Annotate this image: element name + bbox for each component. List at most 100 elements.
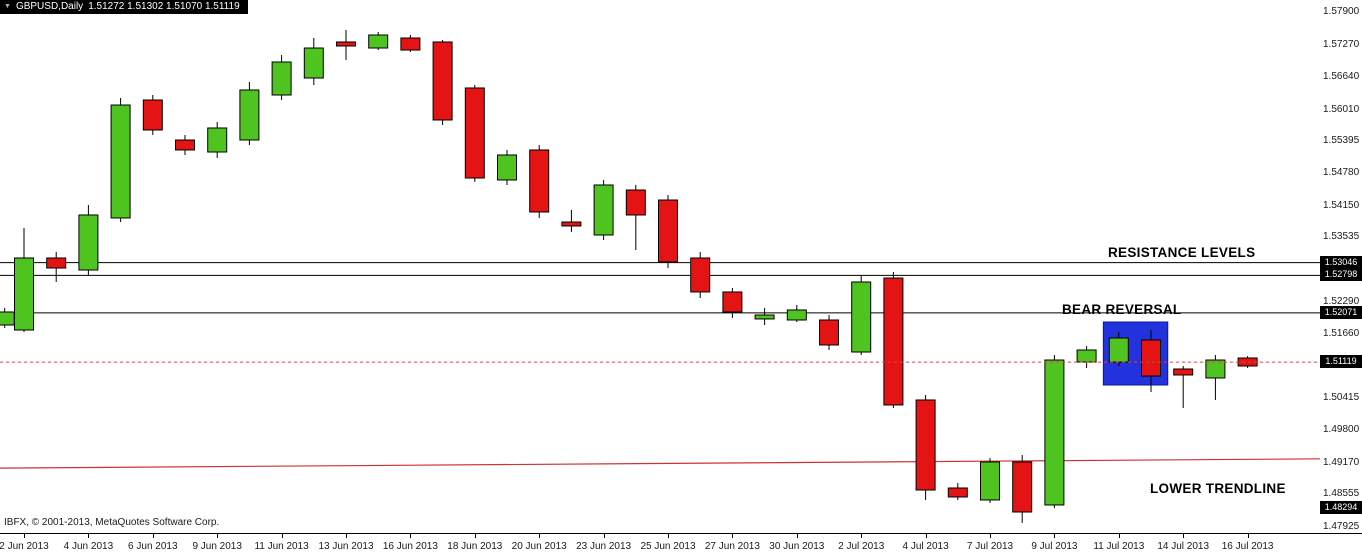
time-label: 18 Jun 2013 [447, 541, 503, 552]
symbol-marker-icon: ▼ [4, 3, 11, 10]
time-tick [668, 534, 669, 538]
time-label: 7 Jul 2013 [966, 541, 1014, 552]
time-tick [1118, 534, 1120, 538]
time-label: 14 Jul 2013 [1157, 541, 1210, 552]
candle-up [239, 89, 260, 141]
time-axis[interactable]: 2 Jun 2013 4 Jun 2013 6 Jun 2013 9 Jun 2013… [0, 533, 1362, 557]
time-tick [88, 534, 90, 538]
price-label: 1.56640 [1323, 71, 1360, 83]
time-label: 23 Jun 2013 [576, 541, 632, 552]
time-tick [1054, 534, 1056, 538]
time-label: 27 Jun 2013 [704, 541, 760, 552]
candle-down [142, 99, 163, 131]
candle-down [561, 221, 582, 227]
time-tick [539, 534, 541, 538]
price-label: 1.55395 [1323, 135, 1360, 147]
chart-canvas[interactable] [0, 0, 1320, 533]
time-tick [603, 534, 605, 538]
candle-up [786, 309, 807, 321]
price-label: 1.53535 [1323, 231, 1360, 243]
time-label: 11 Jun 2013 [254, 541, 309, 552]
candle-down [400, 37, 421, 51]
time-tick [346, 534, 347, 538]
candle-up [1044, 359, 1065, 506]
time-label: 30 Jun 2013 [769, 541, 825, 552]
price-label: 1.52290 [1323, 295, 1360, 307]
candle-up [1205, 359, 1226, 379]
candle-down [915, 399, 936, 491]
candle-up [78, 214, 99, 271]
candle-down [690, 257, 711, 293]
time-tick [217, 534, 219, 538]
time-tick [861, 534, 863, 538]
candle-up [754, 314, 775, 320]
time-tick [410, 534, 412, 538]
price-tag: 1.48294 [1320, 500, 1362, 514]
chart-area[interactable]: ▼ GBPUSD,Daily 1.51272 1.51302 1.51070 1… [0, 0, 1320, 533]
candle-up [497, 154, 517, 181]
candle-up [368, 34, 389, 49]
price-label: 1.51660 [1323, 328, 1360, 340]
candle-down [625, 189, 646, 216]
candle-down [464, 87, 485, 179]
price-tag: 1.52798 [1320, 268, 1362, 282]
ohlc-values: 1.51272 1.51302 1.51070 1.51119 [88, 1, 240, 12]
price-label: 1.56010 [1323, 103, 1360, 115]
candle-down [947, 487, 968, 498]
time-tick [990, 534, 991, 538]
candle-down [1173, 368, 1194, 376]
price-label: 1.54780 [1323, 167, 1360, 179]
candle-down [46, 257, 67, 269]
candle-down [819, 319, 839, 346]
copyright-credit: IBFX, © 2001-2013, MetaQuotes Software C… [4, 517, 220, 528]
time-label: 11 Jul 2013 [1093, 541, 1145, 552]
time-label: 4 Jun 2013 [63, 541, 114, 552]
price-label: 1.49800 [1323, 424, 1360, 436]
time-tick [1183, 534, 1185, 538]
time-label: 6 Jun 2013 [128, 541, 178, 552]
candle-up [0, 311, 15, 326]
time-label: 20 Jun 2013 [511, 541, 567, 552]
time-tick [796, 534, 798, 538]
candle-up [110, 104, 131, 219]
time-label: 25 Jun 2013 [640, 541, 696, 552]
time-tick [474, 534, 476, 538]
candle-up [1108, 337, 1129, 363]
time-tick [1247, 534, 1249, 538]
time-tick [925, 534, 927, 538]
candle-down [432, 41, 453, 121]
candle-up [980, 461, 1000, 501]
candle-down [336, 41, 356, 47]
price-tag: 1.51119 [1320, 355, 1362, 369]
candle-down [175, 139, 195, 151]
price-label: 1.49170 [1323, 456, 1360, 468]
price-axis[interactable]: 1.57900 1.57270 1.56640 1.56010 1.55395 1.547… [1320, 0, 1362, 533]
time-label: 16 Jul 2013 [1221, 541, 1274, 552]
time-tick [732, 534, 734, 538]
price-label: 1.57270 [1323, 38, 1360, 50]
time-label: 9 Jun 2013 [192, 541, 242, 552]
candle-down [529, 149, 550, 213]
candle-up [271, 61, 292, 96]
price-label: 1.50415 [1323, 392, 1360, 404]
time-label: 16 Jun 2013 [382, 541, 438, 552]
price-label: 1.47925 [1323, 520, 1360, 532]
time-label: 13 Jun 2013 [318, 541, 374, 552]
candle-up [851, 281, 872, 353]
price-label: 1.48555 [1323, 488, 1360, 500]
time-tick [24, 534, 25, 538]
annotation-resistance-levels: RESISTANCE LEVELS [1108, 245, 1256, 260]
symbol-header: ▼ GBPUSD,Daily 1.51272 1.51302 1.51070 1… [0, 0, 248, 14]
candle-up [207, 127, 228, 153]
candle-down [883, 277, 904, 406]
time-tick [152, 534, 154, 538]
candle-down [722, 291, 743, 313]
symbol-label: GBPUSD,Daily [15, 1, 84, 12]
candle-up [303, 47, 324, 79]
time-label: 4 Jul 2013 [902, 541, 949, 552]
price-tag: 1.53046 [1320, 255, 1362, 269]
price-label: 1.57900 [1323, 5, 1360, 17]
candle-down [1012, 461, 1033, 513]
candle-down [658, 199, 678, 263]
